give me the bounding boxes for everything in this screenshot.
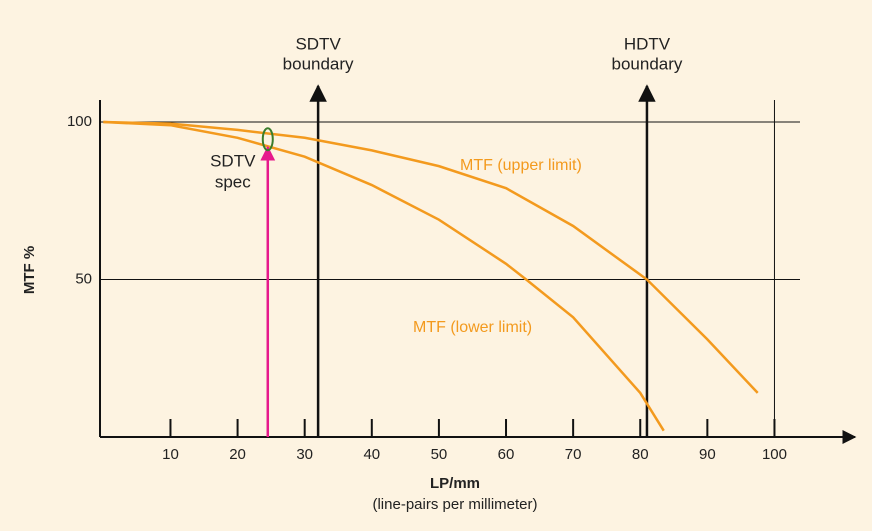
x-tick-label: 20 (229, 446, 246, 463)
x-tick-label: 90 (699, 446, 716, 463)
boundary-label: SDTV (295, 34, 341, 53)
x-tick-label: 50 (431, 446, 448, 463)
x-axis-label: LP/mm (430, 475, 480, 492)
x-tick-label: 40 (363, 446, 380, 463)
boundary-label: boundary (612, 54, 683, 73)
spec-label: spec (215, 172, 251, 191)
series-label: MTF (upper limit) (460, 157, 582, 174)
mtf-curve (103, 120, 759, 394)
boundary-label: HDTV (624, 34, 671, 53)
x-tick-label: 60 (498, 446, 515, 463)
mtf-curve (103, 120, 665, 432)
x-tick-label: 80 (632, 446, 649, 463)
series-label: MTF (lower limit) (413, 319, 532, 336)
spec-ring (261, 127, 274, 152)
y-tick-label: 50 (75, 270, 92, 287)
spec-label: SDTV (210, 151, 256, 170)
x-tick-label: 30 (296, 446, 313, 463)
x-tick-label: 10 (162, 446, 179, 463)
x-tick-label: 70 (565, 446, 582, 463)
boundary-label: boundary (283, 54, 354, 73)
y-tick-label: 100 (67, 113, 92, 130)
x-axis-sublabel: (line-pairs per millimeter) (372, 496, 537, 513)
y-axis-label: MTF % (21, 246, 38, 294)
x-tick-label: 100 (762, 446, 787, 463)
